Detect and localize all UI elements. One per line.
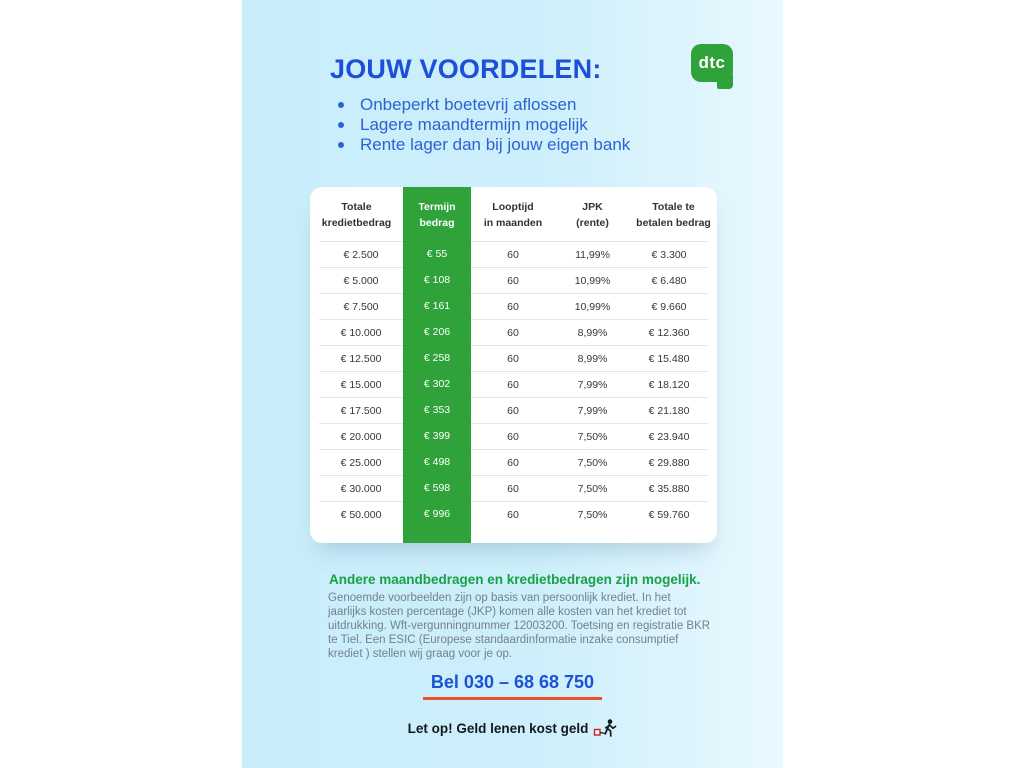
table-cell: 10,99% [555,267,630,293]
benefit-item: Onbeperkt boetevrij aflossen [332,95,630,115]
table-row: € 17.500 € 353 60 7,99% € 21.180 [310,397,717,423]
table-cell: 7,50% [555,475,630,501]
col-header-totale-te-betalen: Totale te betalen bedrag [636,201,711,229]
table-cell: € 108 [423,274,451,286]
table-cell: € 12.360 [630,319,708,345]
table-cell: € 206 [423,326,451,338]
table-cell: 7,50% [555,423,630,449]
table-cell: € 21.180 [630,397,708,423]
table-cell: € 20.000 [319,423,403,449]
flyer-sheet: JOUW VOORDELEN: dtc Onbeperkt boetevrij … [242,0,783,768]
table-cell: € 258 [423,352,451,364]
table-cell: 60 [471,475,555,501]
warning-row: Let op! Geld lenen kost geld [242,719,783,738]
table-cell: € 12.500 [319,345,403,371]
rates-table: Totale kredietbedrag Termijn bedrag Loop… [310,187,717,543]
table-cell: € 10.000 [319,319,403,345]
table-cell: € 35.880 [630,475,708,501]
table-cell: 7,99% [555,371,630,397]
table-cell: 60 [471,397,555,423]
table-cell: € 23.940 [630,423,708,449]
table-row: € 30.000 € 598 60 7,50% € 35.880 [310,475,717,501]
table-cell: € 18.120 [630,371,708,397]
table-cell: € 6.480 [630,267,708,293]
table-cell: 60 [471,319,555,345]
table-cell: € 399 [423,430,451,442]
table-cell: 8,99% [555,345,630,371]
table-cell: € 30.000 [319,475,403,501]
table-cell: € 55 [426,248,448,260]
phone-row: Bel 030 – 68 68 750 [242,672,783,700]
table-cell: 7,50% [555,501,630,527]
dtc-logo: dtc [691,44,733,89]
table-cell: € 29.880 [630,449,708,475]
table-row: € 15.000 € 302 60 7,99% € 18.120 [310,371,717,397]
geld-lenen-kost-geld-icon [594,719,617,737]
table-row: € 20.000 € 399 60 7,50% € 23.940 [310,423,717,449]
table-cell: € 353 [423,404,451,416]
page-title: JOUW VOORDELEN: [330,54,602,84]
col-header-jkp: JPK (rente) [576,201,609,229]
table-cell: 60 [471,345,555,371]
table-cell: 60 [471,449,555,475]
table-cell: € 3.300 [630,241,708,267]
termijn-column-highlight [403,187,471,543]
table-cell: € 15.480 [630,345,708,371]
loan-warning: Let op! Geld lenen kost geld [408,719,618,737]
table-cell: € 5.000 [319,267,403,293]
col-header-kredietbedrag: Totale kredietbedrag [321,201,392,229]
table-cell: € 598 [423,482,451,494]
col-header-looptijd: Looptijd in maanden [483,201,543,229]
table-cell: 8,99% [555,319,630,345]
table-row: € 10.000 € 206 60 8,99% € 12.360 [310,319,717,345]
dtc-logo-text: dtc [698,53,726,72]
table-cell: € 9.660 [630,293,708,319]
col-header-termijnbedrag: Termijn bedrag [418,201,456,229]
table-cell: € 7.500 [319,293,403,319]
table-cell: € 50.000 [319,501,403,527]
other-amounts-note: Andere maandbedragen en kredietbedragen … [329,572,701,587]
table-cell: 60 [471,423,555,449]
table-header-row: Totale kredietbedrag Termijn bedrag Loop… [310,187,717,241]
table-cell: 11,99% [555,241,630,267]
table-cell: 7,50% [555,449,630,475]
table-row: € 50.000 € 996 60 7,50% € 59.760 [310,501,717,527]
table-cell: € 498 [423,456,451,468]
phone-link[interactable]: Bel 030 – 68 68 750 [422,672,603,700]
table-cell: € 2.500 [319,241,403,267]
loan-warning-text: Let op! Geld lenen kost geld [407,720,589,736]
table-cell: € 15.000 [319,371,403,397]
table-cell: 60 [471,293,555,319]
table-cell: 7,99% [555,397,630,423]
table-cell: 60 [471,371,555,397]
benefit-item: Rente lager dan bij jouw eigen bank [332,135,630,155]
table-row: € 5.000 € 108 60 10,99% € 6.480 [310,267,717,293]
table-cell: € 996 [423,508,451,520]
disclaimer-text: Genoemde voorbeelden zijn op basis van p… [328,592,711,660]
table-cell: € 17.500 [319,397,403,423]
table-cell: € 25.000 [319,449,403,475]
table-row: € 12.500 € 258 60 8,99% € 15.480 [310,345,717,371]
table-cell: 10,99% [555,293,630,319]
table-cell: 60 [471,267,555,293]
table-row: € 7.500 € 161 60 10,99% € 9.660 [310,293,717,319]
table-row: € 25.000 € 498 60 7,50% € 29.880 [310,449,717,475]
benefits-list: Onbeperkt boetevrij aflossen Lagere maan… [332,95,630,155]
table-cell: € 161 [423,300,451,312]
benefit-item: Lagere maandtermijn mogelijk [332,115,630,135]
table-cell: 60 [471,501,555,527]
table-cell: € 302 [423,378,451,390]
table-cell: € 59.760 [630,501,708,527]
table-cell: 60 [471,241,555,267]
table-body: € 2.500 € 55 60 11,99% € 3.300 € 5.000 € 108 60… [310,241,717,527]
table-row: € 2.500 € 55 60 11,99% € 3.300 [310,241,717,267]
